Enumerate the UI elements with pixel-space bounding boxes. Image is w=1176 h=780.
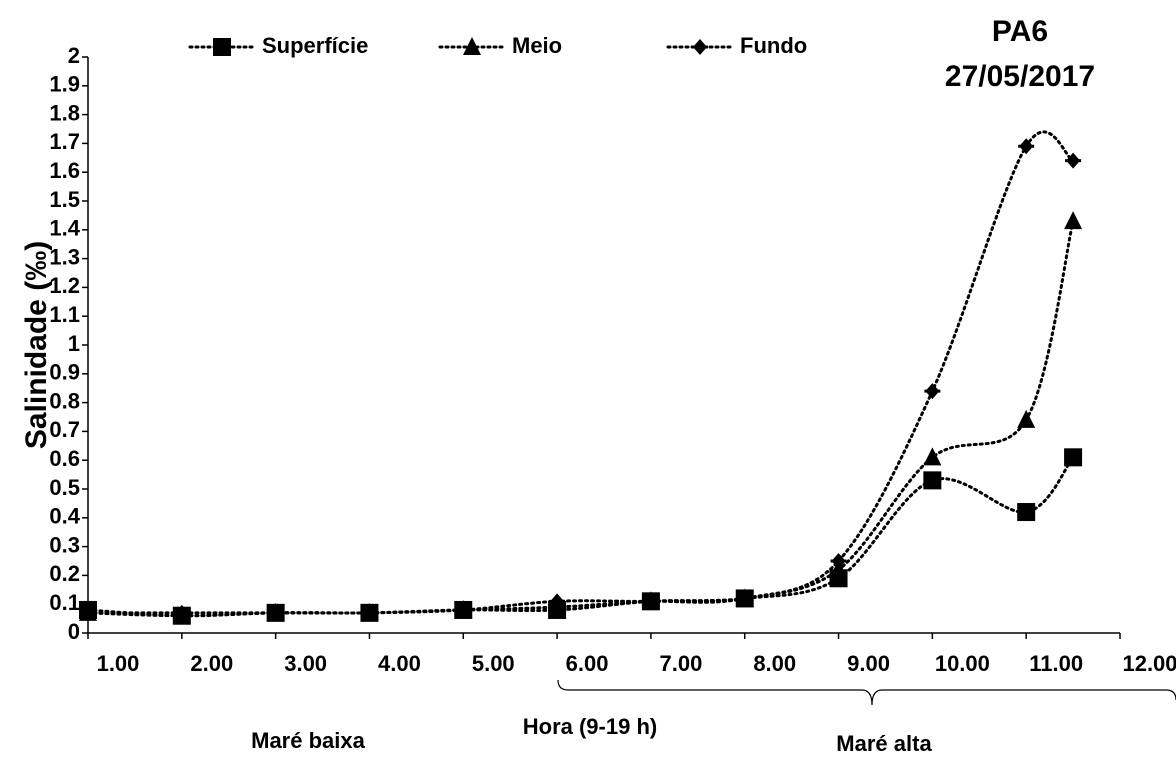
legend-marker	[692, 39, 708, 55]
x-tick-label: 11.00	[1029, 651, 1083, 676]
x-tick-label: 1.00	[97, 651, 140, 676]
data-point	[361, 604, 378, 621]
data-point	[173, 604, 190, 621]
data-point	[80, 604, 96, 621]
y-tick-label: 1.7	[49, 129, 80, 154]
y-tick-label: 0.2	[49, 561, 80, 586]
y-tick-label: 1.2	[49, 273, 80, 298]
annotation: Maré baixa	[251, 728, 365, 753]
y-tick-label: 0.3	[49, 532, 80, 557]
data-point	[1018, 138, 1035, 155]
data-point	[267, 604, 284, 621]
y-tick-label: 1.6	[49, 158, 80, 183]
x-tick-label: 6.00	[566, 651, 609, 676]
legend-label: Fundo	[740, 33, 807, 58]
brace	[557, 679, 1176, 706]
data-point	[549, 593, 566, 610]
data-point	[923, 471, 942, 490]
data-point	[455, 601, 472, 618]
y-tick-label: 1.1	[49, 302, 80, 327]
x-tick-label: 5.00	[472, 651, 515, 676]
data-point	[1064, 211, 1083, 230]
x-tick-label: 9.00	[847, 651, 890, 676]
y-tick-label: 1.8	[49, 100, 80, 125]
data-point	[830, 553, 847, 569]
annotation: Hora (9-19 h)	[523, 714, 657, 739]
x-tick-label: 12.00	[1122, 651, 1176, 676]
y-axis-label: Salinidade (‰)	[20, 241, 53, 449]
y-tick-label: 1.9	[49, 72, 80, 97]
x-tick-label: 8.00	[753, 651, 796, 676]
legend-marker	[213, 38, 231, 56]
y-tick-label: 0.7	[49, 417, 80, 442]
y-tick-label: 0.6	[49, 446, 80, 471]
y-tick-label: 2	[68, 43, 80, 68]
y-tick-label: 0.1	[49, 590, 80, 615]
x-tick-label: 2.00	[190, 651, 233, 676]
series-line	[86, 219, 1075, 618]
legend-label: Superfície	[262, 33, 368, 58]
y-tick-label: 1.3	[49, 244, 80, 269]
y-tick-label: 0	[68, 619, 80, 644]
y-tick-label: 1	[68, 331, 80, 356]
data-point	[1064, 448, 1083, 467]
annotation: Maré alta	[836, 731, 932, 756]
data-point	[1065, 152, 1082, 169]
data-point	[736, 590, 753, 607]
chart-title: PA6	[992, 15, 1048, 48]
y-tick-label: 0.8	[49, 388, 80, 413]
legend-marker	[463, 37, 481, 55]
chart-subtitle: 27/05/2017	[945, 60, 1095, 93]
y-tick-label: 0.5	[49, 475, 80, 500]
y-tick-label: 0.9	[49, 360, 80, 385]
series-line	[86, 130, 1075, 615]
data-point	[923, 447, 942, 466]
y-tick-label: 1.5	[49, 187, 80, 212]
x-tick-label: 4.00	[378, 651, 421, 676]
y-tick-label: 1.4	[49, 216, 80, 241]
legend-label: Meio	[512, 33, 562, 58]
data-point	[642, 593, 659, 610]
x-tick-label: 3.00	[284, 651, 327, 676]
x-tick-label: 7.00	[659, 651, 702, 676]
data-point	[924, 383, 941, 400]
x-tick-label: 10.00	[935, 651, 990, 676]
data-point	[1017, 503, 1036, 522]
data-point	[1017, 409, 1036, 428]
y-tick-label: 0.4	[49, 504, 80, 529]
